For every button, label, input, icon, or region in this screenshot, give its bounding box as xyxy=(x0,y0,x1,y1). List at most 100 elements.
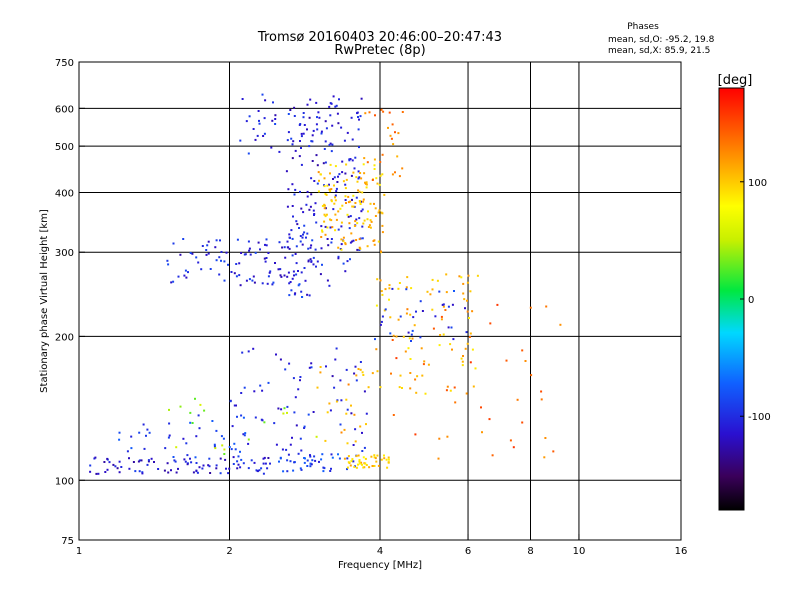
data-point xyxy=(362,198,365,201)
data-point xyxy=(348,158,351,161)
data-point xyxy=(263,257,266,260)
data-point xyxy=(294,253,297,255)
data-point xyxy=(264,462,267,465)
data-point xyxy=(274,262,276,264)
data-point xyxy=(242,462,245,465)
data-point xyxy=(356,222,359,225)
data-point xyxy=(172,456,175,458)
data-point xyxy=(275,353,277,356)
data-point xyxy=(289,109,292,111)
data-point xyxy=(227,263,229,266)
data-point xyxy=(445,389,448,392)
data-point xyxy=(326,238,329,240)
data-point xyxy=(305,236,307,239)
data-point xyxy=(407,347,410,350)
data-point xyxy=(391,123,394,126)
data-point xyxy=(342,262,345,265)
data-point xyxy=(330,188,333,191)
data-point xyxy=(387,456,390,459)
data-point xyxy=(349,258,351,261)
data-point xyxy=(379,279,382,282)
data-point xyxy=(337,122,340,125)
data-point xyxy=(376,370,379,373)
data-point xyxy=(287,453,290,456)
data-point xyxy=(157,468,160,470)
data-point xyxy=(318,179,320,182)
data-point xyxy=(324,439,327,442)
data-point xyxy=(351,240,354,243)
data-point xyxy=(365,181,368,184)
data-point xyxy=(303,124,306,126)
data-point xyxy=(294,188,297,191)
data-point xyxy=(224,458,227,461)
data-point xyxy=(358,238,361,241)
data-point xyxy=(320,132,323,135)
data-point xyxy=(324,161,327,164)
data-point xyxy=(138,470,141,473)
data-point xyxy=(274,123,277,125)
data-point xyxy=(323,177,326,180)
data-point xyxy=(291,205,294,207)
data-point xyxy=(306,195,309,198)
data-point xyxy=(358,146,360,149)
data-point xyxy=(264,99,267,102)
data-point xyxy=(322,470,325,473)
data-point xyxy=(377,211,380,214)
data-point xyxy=(141,471,144,474)
data-point xyxy=(312,411,315,413)
data-point xyxy=(421,310,424,312)
data-point xyxy=(330,219,333,222)
data-point xyxy=(358,190,361,193)
data-point xyxy=(236,467,239,470)
data-point xyxy=(309,246,312,249)
data-point xyxy=(146,428,149,431)
data-point xyxy=(383,454,385,457)
data-point xyxy=(351,198,353,201)
data-point xyxy=(350,404,352,407)
data-point xyxy=(399,374,402,377)
data-point xyxy=(141,472,144,475)
data-point xyxy=(262,472,265,475)
data-point xyxy=(363,219,366,222)
data-point xyxy=(260,467,263,470)
data-point xyxy=(389,316,392,319)
data-point xyxy=(354,220,357,223)
data-point xyxy=(462,355,464,357)
data-point xyxy=(313,180,316,182)
data-point xyxy=(227,472,230,475)
data-point xyxy=(350,232,353,235)
data-point xyxy=(208,465,211,468)
data-point xyxy=(253,390,256,393)
data-point xyxy=(347,383,350,386)
data-point xyxy=(286,139,289,142)
data-point xyxy=(300,271,303,274)
grid-lines xyxy=(79,62,681,540)
data-point xyxy=(331,375,334,378)
data-point xyxy=(450,326,453,329)
data-point xyxy=(453,386,456,389)
data-point xyxy=(240,458,243,461)
data-point xyxy=(286,205,289,208)
data-point xyxy=(189,252,192,254)
data-point xyxy=(361,191,364,194)
data-point xyxy=(373,243,376,246)
data-point xyxy=(381,315,384,318)
data-point xyxy=(237,463,240,466)
data-point xyxy=(313,455,316,458)
data-point xyxy=(257,110,260,112)
data-point xyxy=(392,414,395,416)
data-point xyxy=(221,444,224,447)
data-point xyxy=(177,467,179,470)
data-point xyxy=(406,308,409,311)
data-point xyxy=(328,402,331,405)
data-point xyxy=(196,471,199,474)
data-point xyxy=(148,431,151,434)
data-point xyxy=(304,457,306,460)
data-point xyxy=(335,104,338,107)
data-point xyxy=(374,215,377,217)
data-point xyxy=(223,279,226,282)
data-point xyxy=(299,467,302,470)
data-point xyxy=(357,128,360,131)
data-point xyxy=(197,414,200,417)
data-point xyxy=(449,389,452,392)
